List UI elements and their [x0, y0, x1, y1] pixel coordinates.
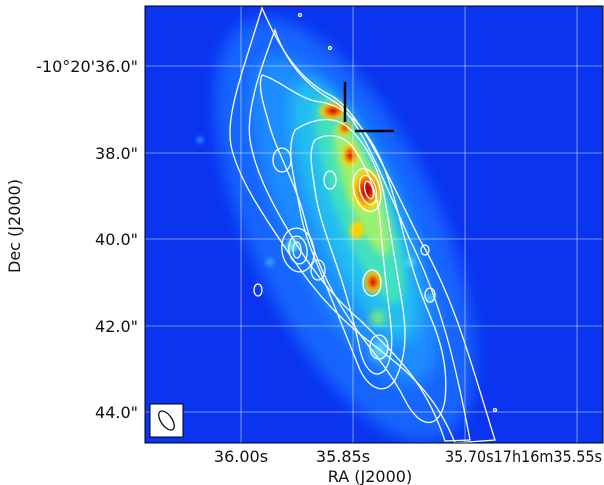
y-tick-label: 38.0": [95, 144, 138, 163]
y-tick-label: -10°20'36.0": [36, 57, 138, 76]
x-tick-label: 35.70s17h16m35.55s: [445, 447, 602, 466]
y-tick-labels: -10°20'36.0" 38.0" 40.0" 42.0" 44.0": [36, 57, 138, 422]
y-tick-label: 40.0": [95, 230, 138, 249]
y-tick-label: 44.0": [95, 403, 138, 422]
galaxy-image: [145, 6, 603, 443]
y-tick-label: 42.0": [95, 317, 138, 336]
coordinate-grid: [145, 6, 603, 443]
x-axis-title: RA (J2000): [328, 467, 412, 485]
contour-overlay: [229, 6, 498, 443]
y-axis-title: Dec (J2000): [5, 179, 24, 273]
x-tick-label: 35.85s: [316, 447, 370, 466]
plot-frame: [144, 5, 604, 444]
x-tick-labels: 36.00s 35.85s 35.70s17h16m35.55s: [214, 447, 602, 466]
ellipse-beam-icon: [149, 403, 184, 438]
x-tick-label: 36.00s: [214, 447, 268, 466]
position-marker: [343, 82, 394, 133]
